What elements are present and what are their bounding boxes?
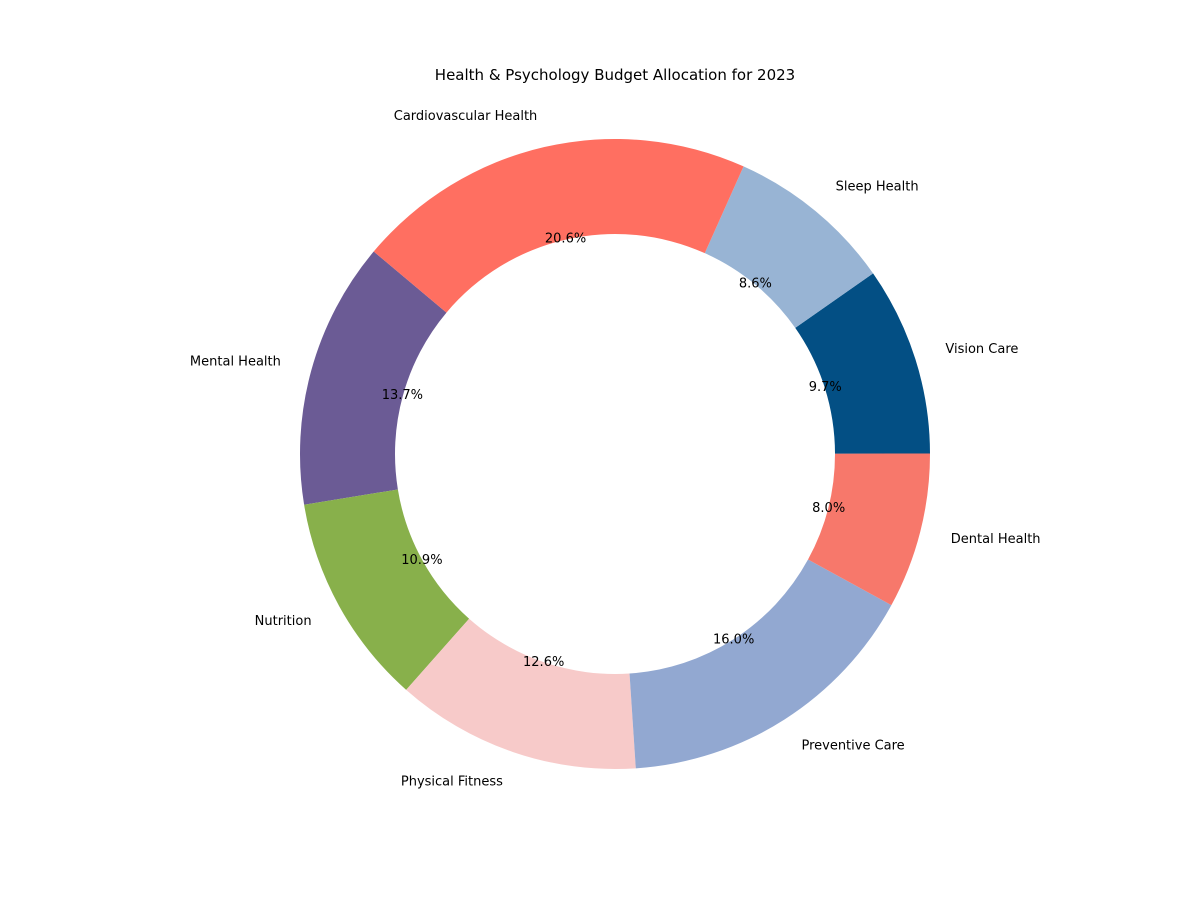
pct-label-preventive-care: 16.0% (713, 632, 754, 647)
slice-vision-care (795, 273, 930, 454)
slice-label-vision-care: Vision Care (945, 342, 1018, 357)
slice-sleep-health (704, 166, 874, 328)
label-group: Mental Health 13.7% Nutrition 10.9% Physical… (190, 109, 1041, 790)
pct-label-nutrition: 10.9% (401, 553, 442, 568)
slice-cardiovascular-health (373, 139, 744, 313)
slice-label-cardiovascular-health: Cardiovascular Health (394, 109, 538, 124)
slice-nutrition (304, 489, 470, 690)
pct-label-vision-care: 9.7% (809, 380, 842, 395)
pct-label-physical-fitness: 12.6% (523, 655, 564, 670)
slice-group (299, 139, 930, 769)
slice-label-nutrition: Nutrition (255, 614, 312, 629)
slice-label-preventive-care: Preventive Care (801, 739, 904, 754)
slice-label-physical-fitness: Physical Fitness (401, 774, 503, 789)
slice-preventive-care (629, 559, 892, 769)
chart-title: Health & Psychology Budget Allocation fo… (435, 66, 795, 84)
slice-mental-health (299, 251, 447, 505)
slice-label-mental-health: Mental Health (190, 355, 281, 370)
pct-label-dental-health: 8.0% (812, 501, 845, 516)
slice-dental-health (808, 453, 930, 606)
pct-label-cardiovascular-health: 20.6% (545, 232, 586, 247)
slice-physical-fitness (406, 618, 636, 769)
pct-label-sleep-health: 8.6% (739, 276, 772, 291)
slice-label-sleep-health: Sleep Health (836, 179, 919, 194)
slice-label-dental-health: Dental Health (951, 532, 1041, 547)
pct-label-mental-health: 13.7% (382, 388, 423, 403)
